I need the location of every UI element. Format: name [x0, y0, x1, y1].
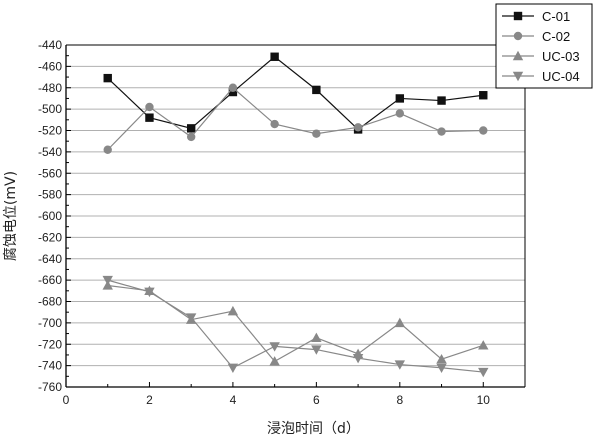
data-point-uc-04 — [394, 360, 406, 370]
series-line-c-02 — [107, 86, 484, 151]
data-point-c-01 — [103, 73, 112, 83]
data-point-uc-03 — [269, 356, 280, 366]
data-point-uc-04 — [478, 367, 489, 378]
legend-marker-uc-04 — [512, 71, 524, 82]
legend-label-uc-04: UC-04 — [542, 69, 580, 84]
legend-label-uc-03: UC-03 — [542, 49, 580, 64]
x-tick-label: 2 — [146, 393, 153, 407]
data-point-uc-04 — [352, 353, 364, 364]
y-tick-label: -680 — [38, 295, 62, 309]
grid — [66, 44, 525, 388]
legend-marker-uc-03 — [512, 50, 524, 61]
x-tick-label: 4 — [230, 393, 237, 407]
data-point-c-01 — [479, 91, 488, 100]
y-tick-label: -440 — [38, 38, 62, 52]
y-tick-label: -740 — [38, 359, 62, 373]
data-point-uc-03 — [478, 340, 489, 350]
y-tick-label: -660 — [38, 273, 62, 287]
series-c-01 — [103, 52, 488, 134]
data-point-c-01 — [270, 52, 279, 61]
data-point-c-02 — [353, 123, 363, 132]
data-point-c-02 — [186, 132, 196, 142]
y-tick-label: -760 — [38, 380, 62, 394]
series-line-uc-04 — [107, 279, 484, 373]
data-point-c-02 — [145, 102, 154, 112]
data-point-c-01 — [395, 94, 405, 103]
data-point-uc-03 — [436, 354, 447, 364]
y-tick-label: -500 — [38, 102, 62, 116]
data-point-c-02 — [395, 109, 405, 118]
data-point-c-02 — [312, 129, 321, 138]
legend: C-01 C-02 UC-03 UC-04 — [495, 3, 593, 89]
x-tick-label: 6 — [313, 393, 320, 407]
legend-label-c-02: C-02 — [542, 29, 570, 44]
data-point-uc-04 — [144, 287, 155, 298]
data-point-c-02 — [270, 119, 279, 129]
data-point-uc-04 — [185, 313, 197, 323]
series-c-02 — [103, 83, 488, 154]
data-point-c-01 — [186, 124, 196, 133]
data-point-uc-03 — [227, 305, 239, 316]
y-tick-label: -640 — [38, 252, 62, 266]
y-tick-label: -600 — [38, 209, 62, 223]
series-layer — [102, 52, 489, 378]
x-tick-label: 10 — [477, 393, 491, 407]
data-point-c-02 — [103, 145, 112, 154]
series-line-uc-03 — [107, 284, 484, 363]
data-point-c-01 — [437, 96, 446, 105]
data-point-c-02 — [479, 126, 488, 135]
legend-marker-c-01 — [513, 11, 523, 21]
series-uc-04 — [102, 275, 489, 378]
series-line-c-01 — [107, 55, 484, 131]
y-tick-label: -720 — [38, 337, 62, 351]
data-point-uc-03 — [311, 332, 322, 343]
legend-marker-c-02 — [513, 31, 523, 41]
y-tick-label: -580 — [38, 188, 62, 202]
y-tick-label: -520 — [38, 124, 62, 138]
y-tick-label: -480 — [38, 81, 62, 95]
y-tick-label: -460 — [38, 59, 62, 73]
data-point-uc-04 — [311, 345, 322, 355]
x-axis-title: 浸泡时间（d） — [267, 421, 360, 437]
data-point-uc-03 — [394, 317, 406, 328]
data-point-c-02 — [228, 83, 238, 92]
data-point-uc-04 — [227, 363, 239, 373]
y-tick-label: -700 — [38, 316, 62, 330]
legend-box — [495, 3, 593, 89]
y-tick-label: -560 — [38, 166, 62, 180]
data-point-c-01 — [228, 87, 238, 97]
axes: -440 -460 -480 -500 -520 -540 -560 -580 -600 -620… — [2, 38, 526, 437]
y-axis-title: 腐蚀电位(mV) — [2, 171, 19, 261]
data-point-c-01 — [312, 85, 321, 95]
y-tick-label: -540 — [38, 145, 62, 159]
data-point-uc-04 — [436, 363, 447, 373]
x-tick-label: 8 — [396, 393, 403, 407]
legend-label-c-01: C-01 — [542, 9, 570, 24]
data-point-uc-04 — [102, 275, 113, 286]
x-tick-label: 0 — [63, 393, 70, 407]
data-point-uc-04 — [269, 342, 280, 352]
data-point-c-02 — [437, 127, 446, 136]
data-point-c-01 — [145, 113, 154, 122]
y-tick-label: -620 — [38, 230, 62, 244]
